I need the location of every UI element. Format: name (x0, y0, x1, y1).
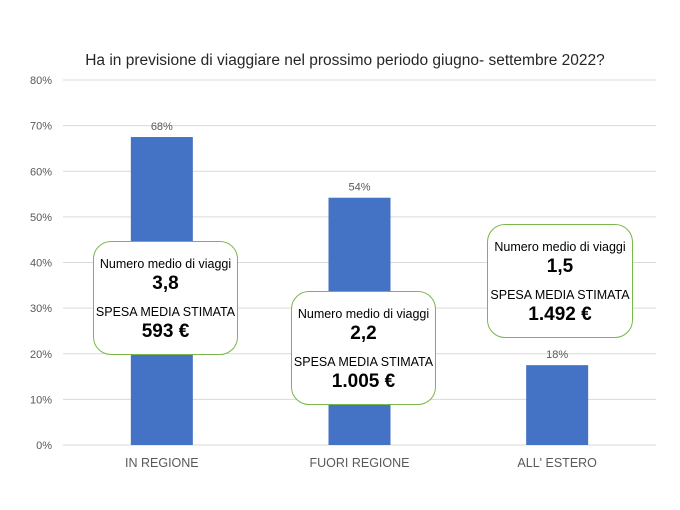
trips-value: 1,5 (546, 256, 574, 277)
trips-label: Numero medio di viaggi (99, 257, 232, 271)
data-label: 54% (348, 182, 370, 194)
trips-label: Numero medio di viaggi (297, 307, 430, 321)
y-tick-label: 40% (30, 258, 52, 270)
bar (526, 365, 589, 445)
spend-value: 1.492 € (528, 304, 592, 325)
y-tick-label: 10% (30, 394, 52, 406)
x-axis-ticks: IN REGIONE FUORI REGIONE ALL' ESTERO (125, 456, 597, 470)
callout-in-regione: Numero medio di viaggi 3,8 SPESA MEDIA S… (93, 241, 238, 355)
spend-value: 593 € (141, 321, 190, 342)
data-label: 68% (151, 121, 173, 133)
spend-label: SPESA MEDIA STIMATA (490, 288, 630, 302)
y-axis-ticks: 0% 10% 20% 30% 40% 50% 60% 70% 80% (30, 75, 52, 452)
y-tick-label: 70% (30, 121, 52, 133)
data-label: 18% (546, 349, 568, 361)
chart-title: Ha in previsione di viaggiare nel prossi… (85, 52, 605, 69)
spend-label: SPESA MEDIA STIMATA (95, 305, 236, 319)
x-tick-label: FUORI REGIONE (309, 456, 409, 470)
y-tick-label: 20% (30, 349, 52, 361)
trips-value: 2,2 (350, 323, 377, 344)
spend-label: SPESA MEDIA STIMATA (293, 355, 434, 369)
y-tick-label: 60% (30, 166, 52, 178)
y-tick-label: 0% (36, 440, 52, 452)
trips-label: Numero medio di viaggi (494, 240, 626, 254)
data-labels: 68% 54% 18% (151, 121, 569, 361)
x-tick-label: ALL' ESTERO (517, 456, 597, 470)
y-tick-label: 30% (30, 303, 52, 315)
spend-value: 1.005 € (331, 371, 396, 392)
callout-fuori-regione: Numero medio di viaggi 2,2 SPESA MEDIA S… (291, 291, 436, 405)
y-tick-label: 80% (30, 75, 52, 87)
trips-value: 3,8 (152, 273, 179, 294)
x-tick-label: IN REGIONE (125, 456, 199, 470)
y-tick-label: 50% (30, 212, 52, 224)
callout-all-estero: Numero medio di viaggi 1,5 SPESA MEDIA S… (487, 224, 633, 338)
